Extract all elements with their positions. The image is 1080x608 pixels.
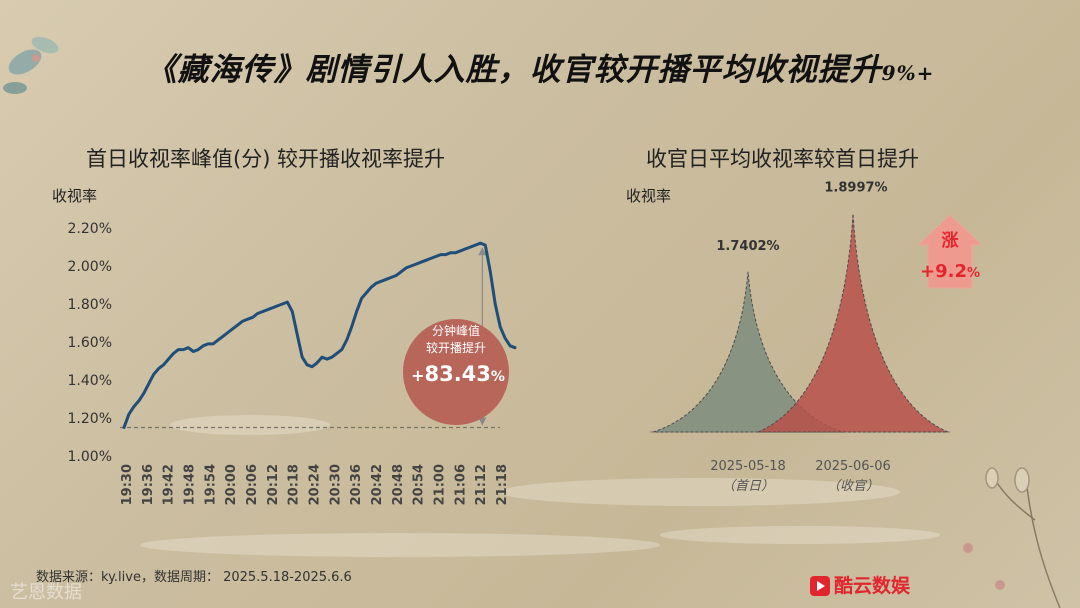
- x-tick-label: 21:00: [433, 464, 448, 505]
- category-date-label: 2025-06-06: [815, 459, 891, 474]
- x-tick-label: 21:12: [474, 464, 489, 505]
- x-tick-label: 19:48: [183, 464, 198, 505]
- brand-logo: 酷云数娱: [810, 571, 910, 598]
- x-tick-label: 20:18: [287, 464, 302, 505]
- y-tick-label: 1.20%: [68, 411, 112, 427]
- svg-text:+9.2%: +9.2%: [920, 261, 980, 282]
- x-tick-label: 21:06: [453, 464, 468, 505]
- x-tick-label: 20:00: [224, 464, 239, 505]
- flower-icon: [3, 36, 59, 94]
- line-chart: 1.00% 1.20% 1.40% 1.60% 1.80% 2.00% 2.20% 19:3…: [68, 221, 517, 505]
- peak-chart: 1.7402% 1.8997% 2025-05-18 2025-06-06 （首…: [650, 181, 984, 494]
- x-tick-label: 20:24: [308, 464, 323, 505]
- cloud-swirl-decoration: [140, 415, 940, 557]
- peak-value-label: 1.7402%: [716, 239, 779, 254]
- x-tick-label: 19:30: [120, 464, 135, 505]
- y-tick-label: 2.00%: [68, 259, 112, 275]
- x-tick-label: 19:54: [203, 464, 218, 505]
- x-tick-label: 20:36: [349, 464, 364, 505]
- badge-sign: +: [411, 366, 424, 385]
- brand-name: 酷云数娱: [834, 575, 911, 597]
- left-chart-subtitle: 首日收视率峰值(分) 较开播收视率提升: [86, 147, 446, 171]
- play-icon: [810, 576, 830, 596]
- rise-sign: +: [920, 261, 935, 282]
- rise-up-arrow-icon: 涨 +9.2%: [916, 214, 984, 289]
- peak-arrow-head-top: [478, 247, 487, 256]
- x-tick-label: 20:30: [328, 464, 343, 505]
- y-tick-label: 1.80%: [68, 297, 112, 313]
- badge-value: 83.43: [424, 362, 490, 386]
- x-tick-label: 20:54: [412, 464, 427, 505]
- series-line: [122, 241, 517, 429]
- badge-line1: 分钟峰值: [432, 323, 480, 338]
- rise-unit: %: [967, 266, 980, 281]
- data-source-note: 数据来源：ky.live，数据周期： 2025.5.18-2025.6.6: [36, 570, 352, 585]
- y-tick-label: 1.40%: [68, 373, 112, 389]
- y-tick-label: 1.00%: [68, 449, 112, 465]
- branch-icon: [963, 467, 1061, 608]
- x-tick-label: 20:12: [266, 464, 281, 505]
- watermark-logo: 艺恩数据: [10, 582, 82, 603]
- peak-value-label: 1.8997%: [824, 181, 887, 196]
- y-tick-label: 2.20%: [68, 221, 112, 237]
- page-title: 《藏海传》剧情引人入胜，收官较开播平均收视提升9%+: [145, 52, 935, 88]
- peak-2025-06-06: [757, 213, 949, 433]
- category-note-label: （收官）: [827, 478, 879, 494]
- x-tick-label: 20:42: [370, 464, 385, 505]
- badge-unit: %: [491, 369, 505, 385]
- title-percent: 9%+: [881, 61, 935, 85]
- x-tick-label: 19:36: [141, 464, 156, 505]
- category-date-label: 2025-05-18: [710, 459, 786, 474]
- rise-char: 涨: [942, 231, 959, 251]
- x-tick-label: 20:06: [245, 464, 260, 505]
- x-tick-label: 21:18: [495, 464, 510, 505]
- rise-value: 9.2: [935, 261, 967, 282]
- x-tick-label: 20:48: [391, 464, 406, 505]
- peak-arrow-head-bottom: [478, 417, 487, 426]
- svg-text:+83.43%: +83.43%: [411, 362, 505, 386]
- left-y-axis-label: 收视率: [52, 187, 98, 205]
- badge-line2: 较开播提升: [426, 340, 486, 355]
- category-note-label: （首日）: [722, 478, 774, 494]
- peak-badge: 分钟峰值 较开播提升 +83.43%: [403, 319, 509, 425]
- x-tick-label: 19:42: [162, 464, 177, 505]
- right-y-axis-label: 收视率: [626, 187, 672, 205]
- right-chart-subtitle: 收官日平均收视率较首日提升: [646, 147, 919, 171]
- y-tick-label: 1.60%: [68, 335, 112, 351]
